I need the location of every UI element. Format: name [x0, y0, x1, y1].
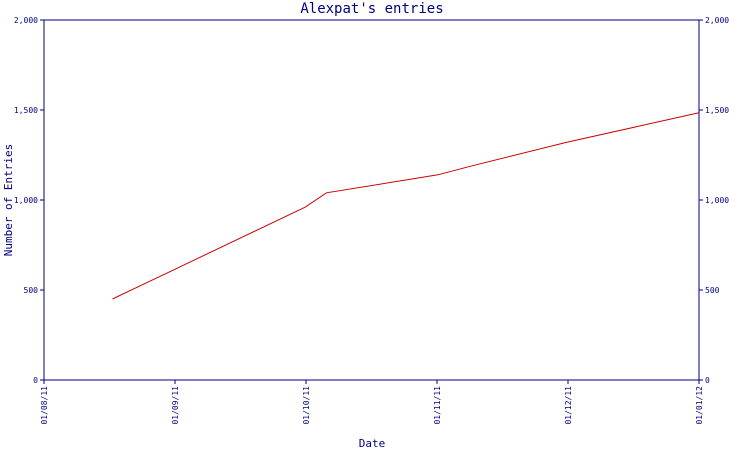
x-tick-label: 01/09/11 — [171, 386, 180, 425]
x-tick-label: 01/01/12 — [695, 386, 704, 425]
series-line — [112, 112, 700, 300]
y-tick-label-left: 1,500 — [14, 106, 38, 115]
y-tick-label-right: 1,000 — [705, 196, 729, 205]
y-tick-label-left: 500 — [24, 286, 39, 295]
x-tick-label: 01/10/11 — [302, 386, 311, 425]
y-tick-label-right: 500 — [705, 286, 720, 295]
y-axis-right: 0 500 1,000 1,500 2,000 — [699, 16, 729, 385]
x-tick-label: 01/08/11 — [40, 386, 49, 425]
x-tick-label: 01/11/11 — [433, 386, 442, 425]
y-tick-label-right: 1,500 — [705, 106, 729, 115]
series-layer — [112, 112, 700, 300]
x-axis: 01/08/11 01/09/11 01/10/11 01/11/11 01/12/11… — [40, 380, 704, 425]
y-tick-label-left: 1,000 — [14, 196, 38, 205]
y-tick-label-right: 0 — [705, 376, 710, 385]
chart-title: Alexpat's entries — [300, 1, 443, 17]
plot-area — [43, 19, 700, 381]
y-axis-left: 0 500 1,000 1,500 2,000 — [14, 16, 44, 385]
y-axis-label: Number of Entries — [2, 144, 15, 257]
x-axis-label: Date — [359, 437, 386, 450]
y-tick-label-right: 2,000 — [705, 16, 729, 25]
y-tick-label-left: 0 — [33, 376, 38, 385]
y-tick-label-left: 2,000 — [14, 16, 38, 25]
x-tick-label: 01/12/11 — [564, 386, 573, 425]
